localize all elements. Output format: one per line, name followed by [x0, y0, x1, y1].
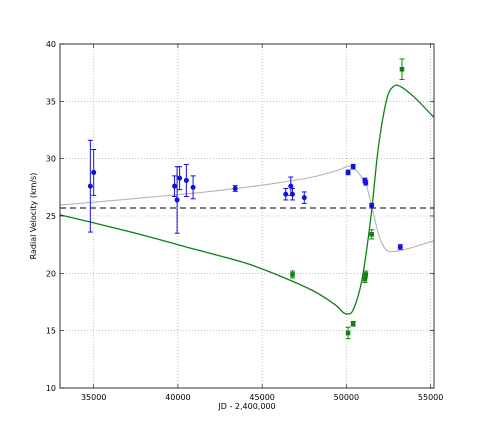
axis-ticks: 35000 40000 45000 50000 55000 10 15 20 25 30 35 40: [46, 40, 444, 402]
green-data-point: [369, 229, 375, 240]
point-marker: [399, 66, 405, 72]
green-data-point: [345, 326, 351, 340]
point-marker: [87, 183, 93, 189]
point-marker: [177, 175, 183, 181]
y-tick-label: 20: [46, 269, 56, 278]
point-marker: [283, 191, 289, 197]
point-marker: [350, 321, 356, 327]
point-marker: [232, 185, 238, 191]
x-tick-label: 55000: [418, 393, 443, 402]
point-marker: [345, 169, 351, 175]
model-curve: [59, 84, 435, 315]
x-tick-label: 35000: [81, 393, 106, 402]
point-marker: [363, 180, 369, 186]
point-marker: [362, 276, 368, 282]
y-tick-label: 15: [46, 327, 56, 336]
green-data-point: [399, 58, 405, 81]
blue-data-point: [301, 191, 307, 204]
blue-data-point: [289, 187, 295, 201]
blue-data-point: [174, 166, 180, 234]
blue-data-point: [91, 148, 97, 196]
point-marker: [172, 183, 178, 189]
y-tick-label: 25: [46, 212, 56, 221]
blue-data-point: [177, 166, 183, 191]
x-tick-label: 45000: [249, 393, 274, 402]
point-marker: [183, 177, 189, 183]
blue-data-point: [190, 175, 196, 200]
point-marker: [91, 169, 97, 175]
point-marker: [350, 164, 356, 170]
blue-data-point: [363, 179, 369, 186]
point-marker: [397, 244, 403, 250]
blue-data-point: [345, 169, 351, 176]
blue-data-point: [183, 163, 189, 198]
green-data-point: [289, 270, 295, 279]
point-marker: [363, 272, 369, 277]
point-marker: [345, 330, 351, 336]
green-data-point: [363, 270, 369, 279]
point-marker: [290, 272, 295, 277]
blue-data-point: [369, 202, 375, 209]
point-marker: [301, 195, 307, 201]
y-tick-label: 35: [46, 97, 56, 106]
point-marker: [190, 184, 196, 190]
point-marker: [174, 197, 180, 203]
y-tick-label: 40: [46, 40, 56, 49]
y-axis-label: Radial Velocity (km/s): [29, 173, 38, 260]
point-marker: [369, 203, 375, 209]
green-data-point: [350, 320, 356, 327]
blue-data-point: [172, 175, 178, 198]
blue-data-point: [288, 176, 294, 196]
x-tick-label: 40000: [165, 393, 190, 402]
y-tick-label: 10: [46, 384, 56, 393]
blue-data-point: [350, 163, 356, 170]
blue-data-point: [283, 187, 289, 201]
point-marker: [289, 191, 295, 197]
blue-data-point: [397, 244, 403, 250]
x-tick-label: 50000: [334, 393, 359, 402]
y-tick-label: 30: [46, 155, 56, 164]
point-marker: [288, 183, 294, 189]
x-axis-label: JD - 2,400,000: [217, 402, 275, 411]
data-points: [87, 58, 405, 340]
point-marker: [369, 232, 374, 237]
blue-data-point: [232, 185, 238, 192]
blue-data-point: [87, 139, 93, 233]
